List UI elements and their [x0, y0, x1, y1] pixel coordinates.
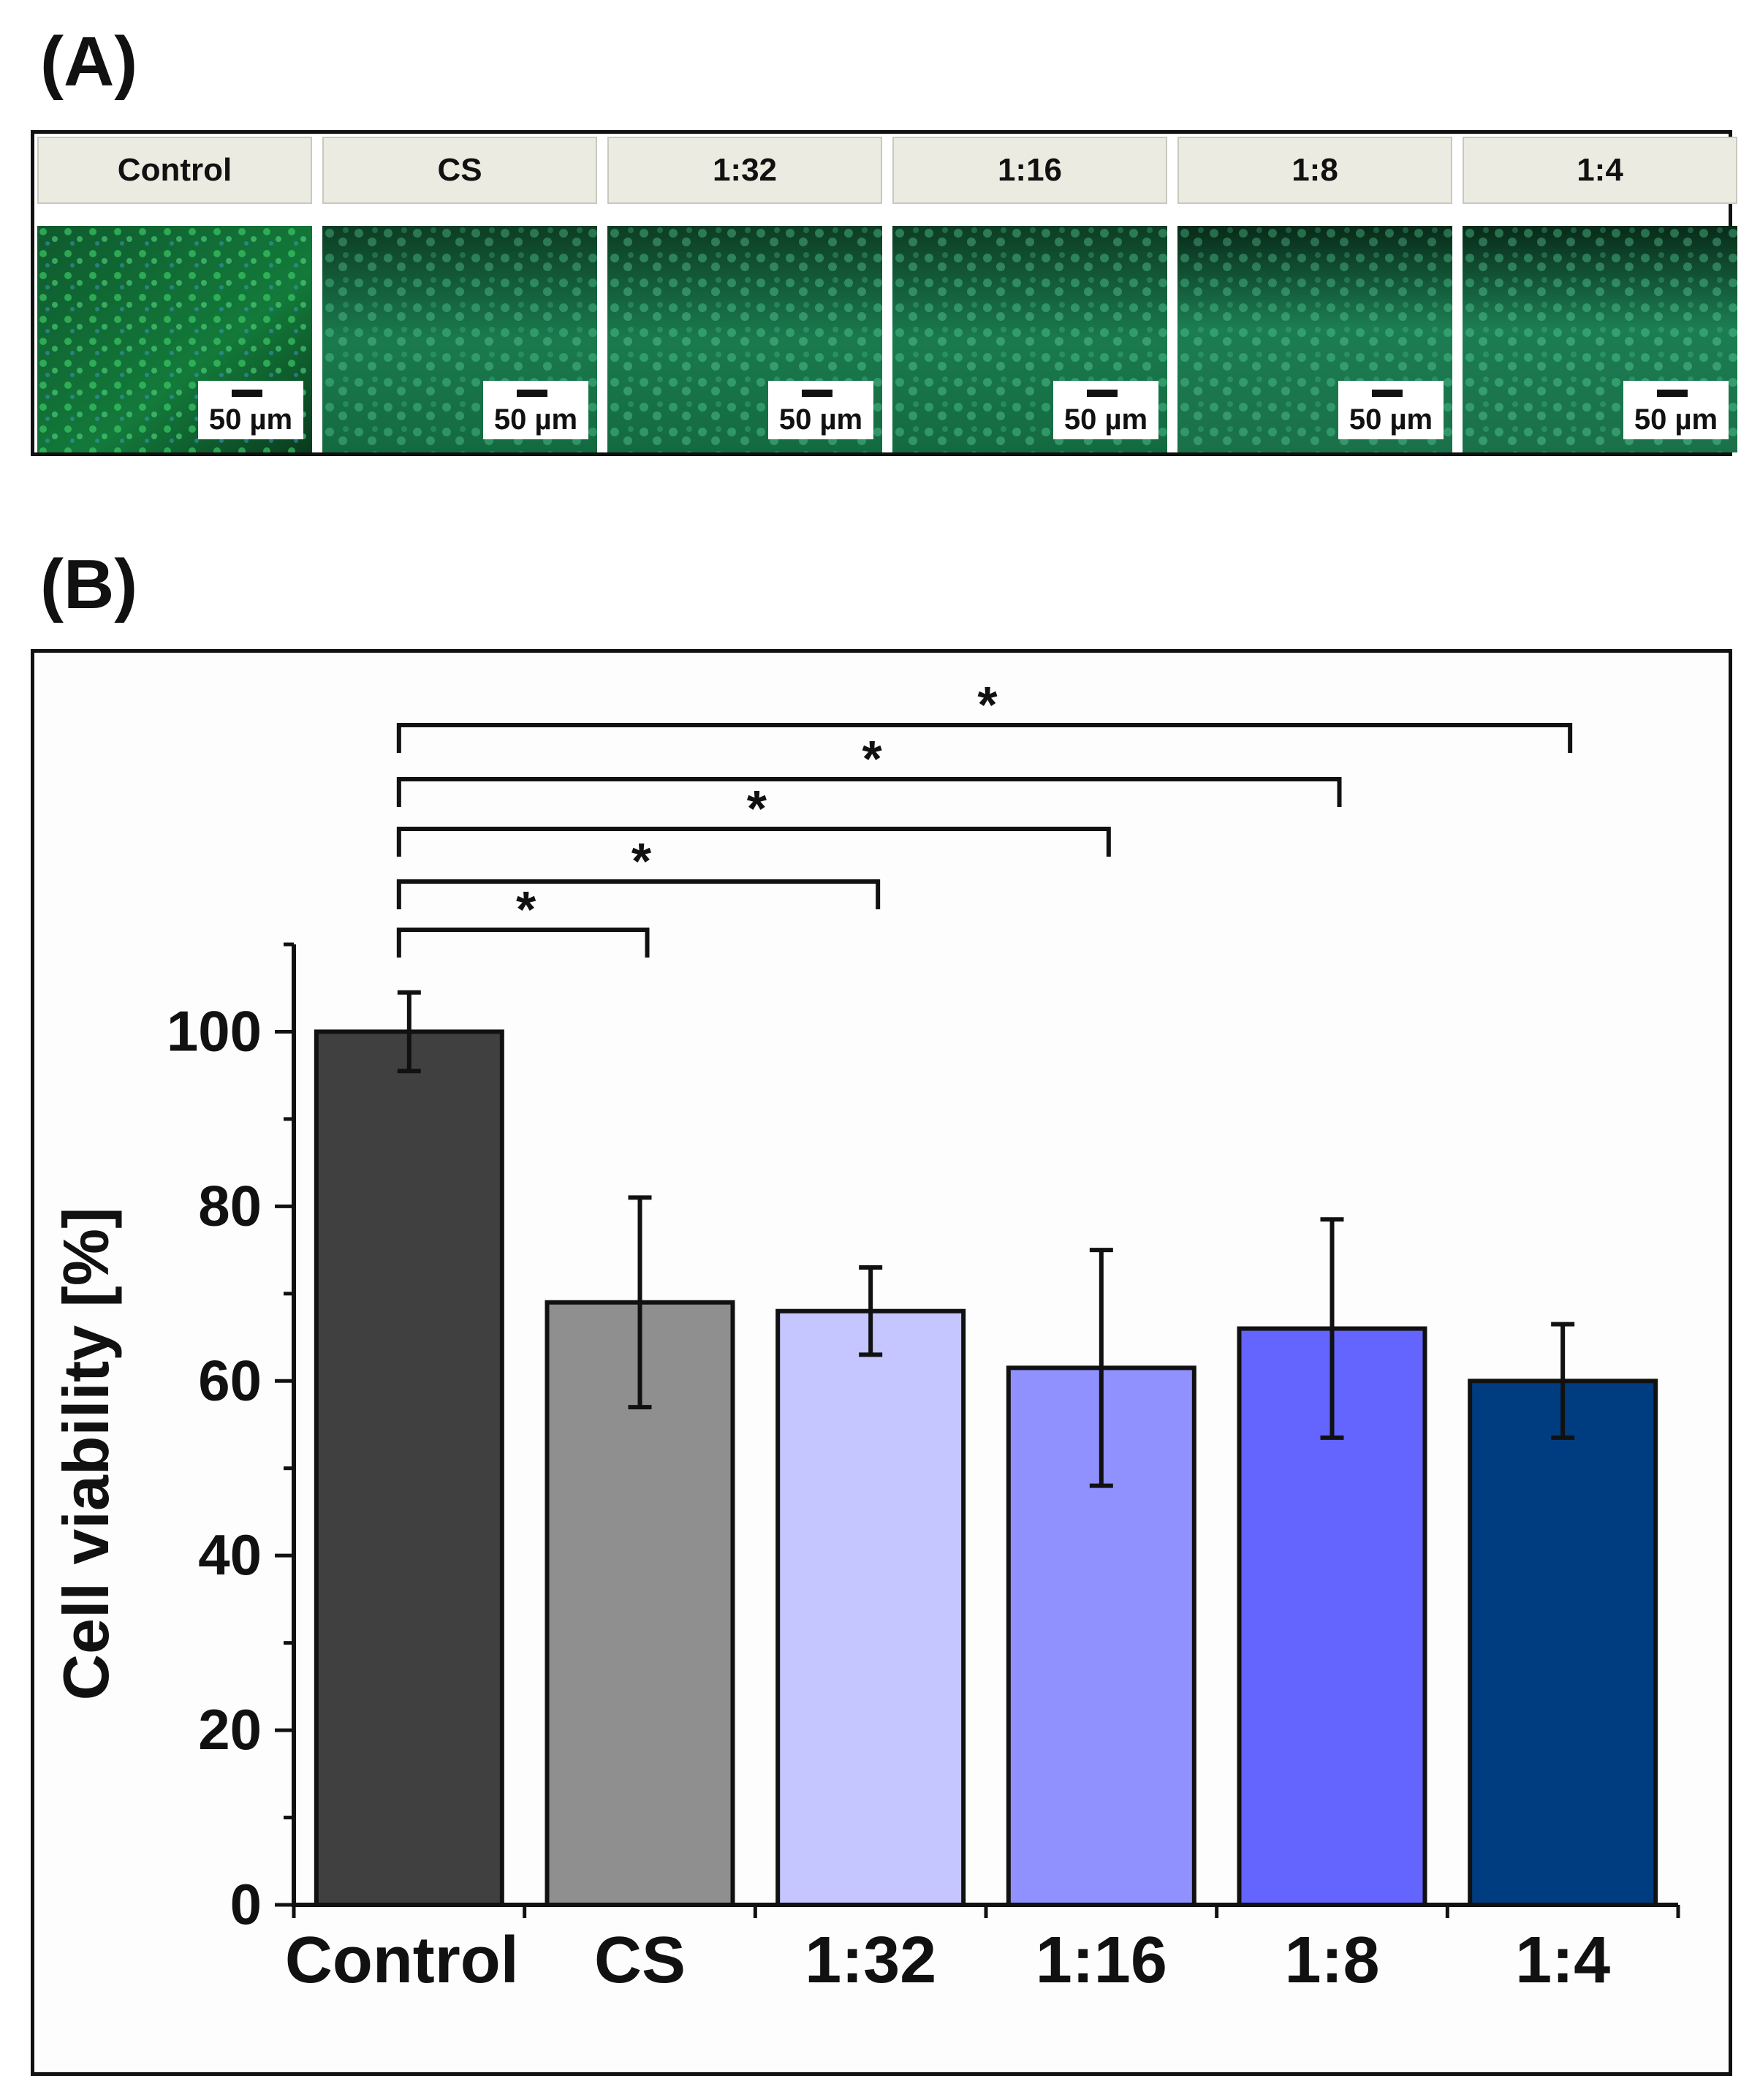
significance-bracket: [396, 723, 1573, 753]
significance-star: *: [862, 730, 883, 787]
micro-header: Control: [37, 137, 312, 204]
x-tick-label: 1:16: [1036, 1924, 1167, 1997]
scale-bar: [1657, 390, 1688, 397]
significance-bracket: [396, 777, 1342, 807]
x-tick-label: 1:8: [1284, 1924, 1379, 1997]
x-tick-label: Control: [285, 1924, 519, 1997]
scale-bar: [1372, 390, 1403, 397]
scale-bar-box: 50 µm: [1053, 381, 1158, 439]
scale-bar: [1087, 390, 1118, 397]
y-tick-label: 80: [198, 1173, 262, 1237]
scale-bar-label: 50 µm: [208, 403, 293, 436]
y-tick-label: 0: [230, 1872, 262, 1936]
scale-bar-box: 50 µm: [483, 381, 588, 439]
significance-star: *: [977, 676, 998, 733]
scale-bar: [232, 390, 262, 397]
micro-column-1-4: 1:4 50 µm: [1463, 137, 1737, 455]
significance-bracket: [396, 928, 650, 958]
x-tick-label: CS: [594, 1924, 686, 1997]
scale-bar: [517, 390, 547, 397]
micro-column-control: Control 50 µm: [37, 137, 312, 455]
scale-bar-box: 50 µm: [1623, 381, 1729, 439]
scale-bar-box: 50 µm: [198, 381, 303, 439]
micro-header: 1:8: [1177, 137, 1452, 204]
scale-bar-label: 50 µm: [493, 403, 578, 436]
y-tick-label: 40: [198, 1523, 262, 1587]
scale-bar: [802, 390, 832, 397]
y-tick-label: 60: [198, 1348, 262, 1412]
micro-column-1-8: 1:8 50 µm: [1177, 137, 1452, 455]
x-tick-label: 1:32: [805, 1924, 936, 1997]
micro-header: 1:4: [1463, 137, 1737, 204]
micro-column-1-32: 1:32 50 µm: [607, 137, 882, 455]
micro-header: 1:16: [892, 137, 1167, 204]
significance-bracket: [396, 879, 881, 909]
micro-column-cs: CS 50 µm: [322, 137, 597, 455]
significance-bracket: [396, 827, 1111, 857]
scale-bar-label: 50 µm: [778, 403, 863, 436]
bar-control: [314, 1029, 504, 1907]
micro-header: 1:32: [607, 137, 882, 204]
panel-b-label: (B): [40, 545, 138, 623]
y-tick-label: 20: [198, 1697, 262, 1762]
scale-bar-label: 50 µm: [1349, 403, 1433, 436]
micro-column-1-16: 1:16 50 µm: [892, 137, 1167, 455]
bar-1-4: [1468, 1379, 1658, 1907]
y-tick-label: 100: [167, 998, 262, 1063]
y-axis-label: Cell viability [%]: [50, 1208, 122, 1701]
scale-bar-box: 50 µm: [768, 381, 873, 439]
scale-bar-label: 50 µm: [1063, 403, 1148, 436]
significance-star: *: [747, 780, 767, 837]
significance-star: *: [516, 881, 536, 938]
micro-header: CS: [322, 137, 597, 204]
x-tick-label: 1:4: [1515, 1924, 1610, 1997]
scale-bar-label: 50 µm: [1634, 403, 1718, 436]
bar-1-32: [775, 1308, 966, 1907]
panel-a-label: (A): [40, 23, 138, 101]
significance-star: *: [631, 833, 652, 890]
microscopy-panel: Control 50 µm CS 50 µm 1:32 50 µm: [31, 130, 1737, 456]
scale-bar-box: 50 µm: [1338, 381, 1444, 439]
